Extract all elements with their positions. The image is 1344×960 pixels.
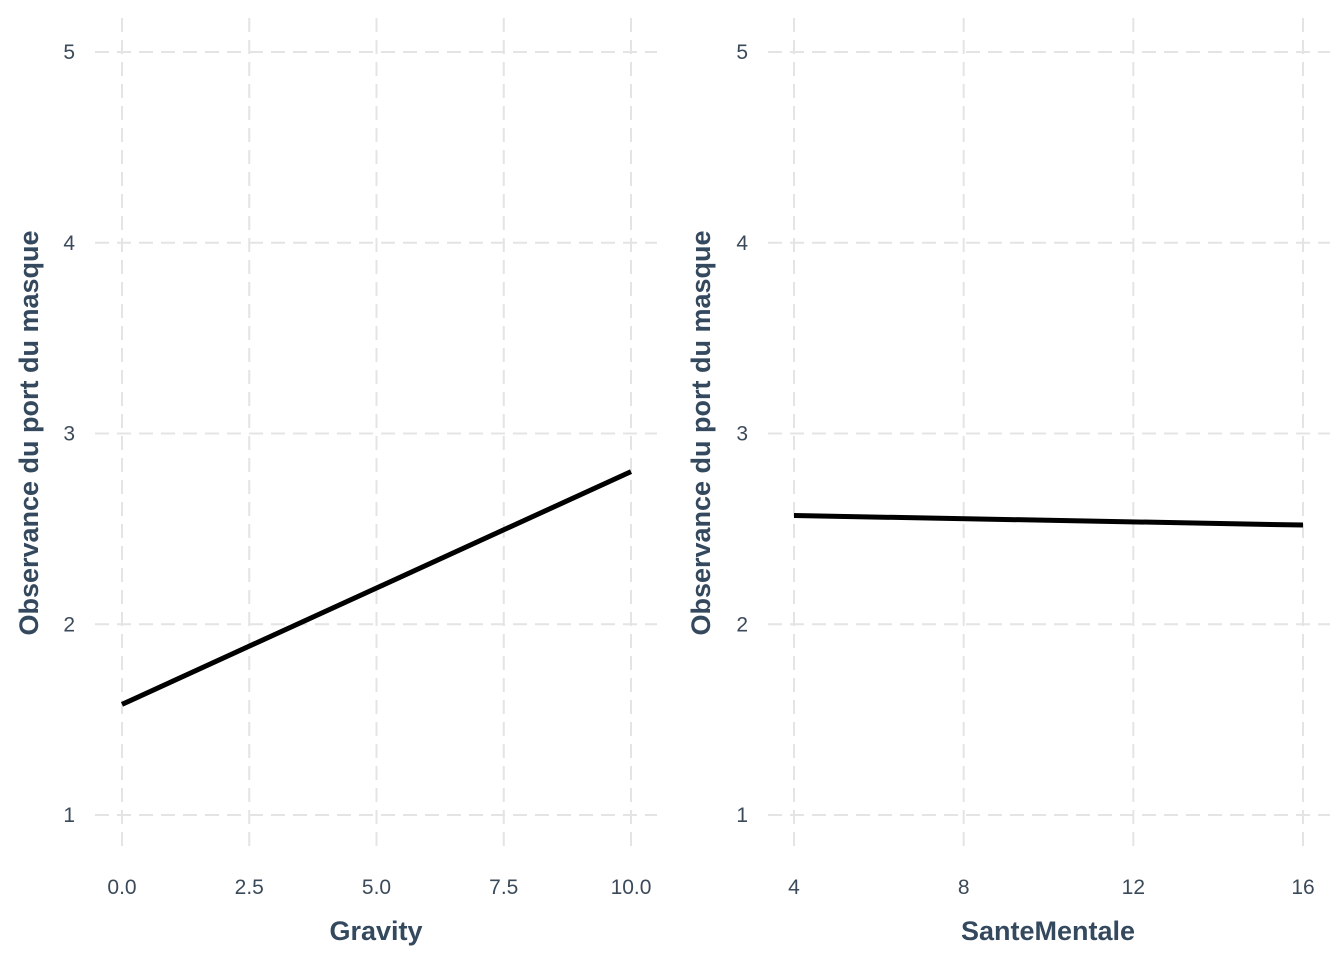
- y-tick-label: 4: [736, 232, 748, 255]
- x-axis-title: SanteMentale: [961, 916, 1135, 946]
- y-tick-label: 3: [63, 423, 75, 446]
- x-tick-label: 0.0: [107, 876, 136, 899]
- series-line: [793, 513, 1304, 528]
- y-tick-label: 4: [63, 232, 75, 255]
- y-tick-label: 2: [63, 613, 75, 636]
- x-tick-label: 5.0: [362, 876, 391, 899]
- x-tick-label: 16: [1291, 876, 1314, 899]
- left-panel: 1 2 3 4 5 0.0 2.5 5.0 7.5 10.0 Gravity Observance d…: [14, 18, 657, 946]
- y-tick-label: 2: [736, 613, 748, 636]
- y-tick-label: 5: [736, 41, 748, 64]
- y-tick-label: 1: [63, 804, 75, 827]
- y-axis-title: Observance du port du masque: [14, 230, 44, 635]
- x-tick-label: 7.5: [489, 876, 518, 899]
- y-tick-label: 1: [736, 804, 748, 827]
- x-tick-label: 8: [958, 876, 970, 899]
- series-line: [120, 469, 633, 707]
- x-tick-label: 4: [788, 876, 800, 899]
- y-axis-title: Observance du port du masque: [686, 230, 716, 635]
- x-tick-label: 10.0: [611, 876, 652, 899]
- x-tick-label: 12: [1122, 876, 1145, 899]
- y-tick-label: 3: [736, 423, 748, 446]
- x-axis-title: Gravity: [329, 916, 422, 946]
- y-tick-label: 5: [63, 41, 75, 64]
- x-tick-label: 2.5: [235, 876, 264, 899]
